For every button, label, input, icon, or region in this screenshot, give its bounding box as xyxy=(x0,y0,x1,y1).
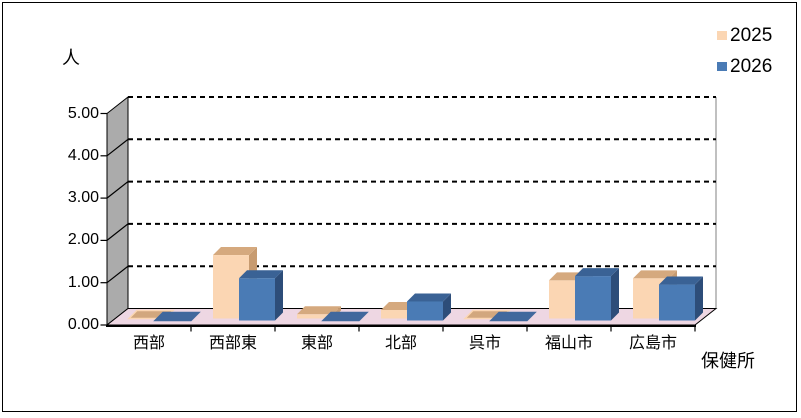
wall-tick-1 xyxy=(106,265,129,284)
legend-item-2025: 2025 xyxy=(717,25,772,46)
bar-side-face xyxy=(443,293,451,321)
x-category-label-西部: 西部 xyxy=(132,335,165,352)
bar-top-face xyxy=(239,270,283,279)
bar-front-face xyxy=(239,278,275,321)
bar-2026-北部 xyxy=(407,293,451,321)
bar-front-face xyxy=(659,284,695,321)
bar-front-face xyxy=(575,276,611,321)
y-tick-label-4.00: 4.00 xyxy=(67,146,99,164)
legend-label-2026: 2026 xyxy=(730,55,773,77)
flat-plate xyxy=(153,311,201,322)
bar-top-face xyxy=(575,268,619,277)
y-tick-label-3.00: 3.00 xyxy=(67,189,99,207)
x-axis-title: 保健所 xyxy=(701,351,755,371)
x-category-label-呉市: 呉市 xyxy=(468,335,501,352)
wall-tick-4 xyxy=(106,138,129,157)
bar-top-face xyxy=(407,293,451,302)
bar-2026-呉市 xyxy=(489,311,537,322)
bar-front-face xyxy=(381,310,417,319)
bar-front-face xyxy=(407,301,443,321)
y-tick-label-2.00: 2.00 xyxy=(67,231,99,249)
flat-plate xyxy=(489,311,537,322)
bar-2026-福山市 xyxy=(575,268,619,321)
bar-side-face xyxy=(275,270,283,321)
x-category-label-広島市: 広島市 xyxy=(628,335,677,352)
y-axis-unit-label: 人 xyxy=(62,48,80,68)
wall-tick-2 xyxy=(106,223,129,241)
bar-2026-東部 xyxy=(321,311,369,322)
flat-plate xyxy=(321,311,369,322)
bar-top-face xyxy=(633,270,677,279)
bar-top-face xyxy=(213,247,257,256)
bar-2026-西部 xyxy=(153,311,201,322)
y-tick-label-5.00: 5.00 xyxy=(67,104,99,122)
bar-side-face xyxy=(695,276,703,321)
x-category-label-東部: 東部 xyxy=(300,335,333,352)
wall-tick-3 xyxy=(106,181,129,199)
bar-front-face xyxy=(297,314,333,319)
legend-swatch-2026 xyxy=(717,62,727,71)
legend-label-2025: 2025 xyxy=(730,24,773,46)
legend-item-2026: 2026 xyxy=(717,56,772,77)
x-category-label-福山市: 福山市 xyxy=(544,335,593,352)
chart-border xyxy=(2,2,797,412)
y-tick-label-0.00: 0.00 xyxy=(67,316,99,333)
legend: 2025 2026 xyxy=(717,25,772,87)
bar-top-face xyxy=(297,306,341,315)
bar-top-face xyxy=(659,276,703,285)
x-category-label-西部東: 西部東 xyxy=(208,335,257,352)
legend-swatch-2025 xyxy=(717,31,727,40)
bar-2026-広島市 xyxy=(659,276,703,321)
y-tick-label-1.00: 1.00 xyxy=(67,273,99,291)
x-category-label-北部: 北部 xyxy=(384,335,417,352)
bar-2026-西部東 xyxy=(239,270,283,321)
bar-side-face xyxy=(611,268,619,321)
